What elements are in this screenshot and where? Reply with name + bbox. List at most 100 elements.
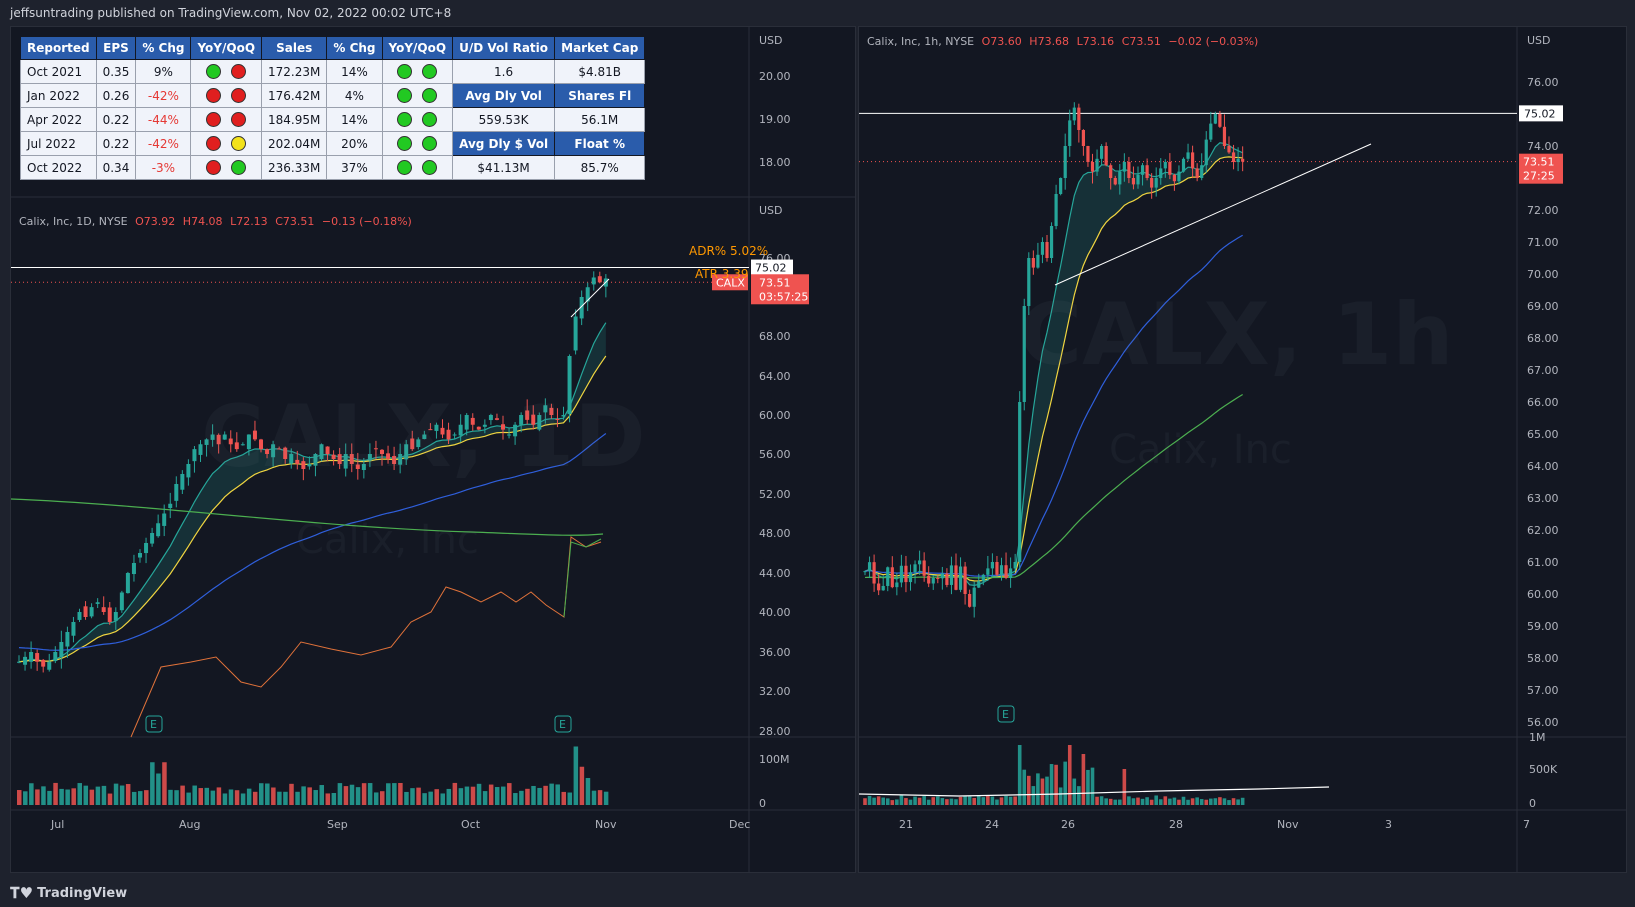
fundamentals-row: Oct 2021 0.35 9% 172.23M 14% 1.6 $4.81B: [20, 59, 646, 84]
left-volume-bar: [380, 791, 385, 805]
right-volume-bar: [1131, 798, 1136, 805]
left-volume-bar: [71, 788, 76, 805]
right-volume-bar: [876, 796, 881, 805]
right-volume-bar: [1186, 799, 1190, 805]
left-volume-bar: [452, 782, 458, 805]
fund-eps: 0.22: [95, 107, 137, 132]
red-status-dot-icon: [231, 64, 247, 79]
left-candle-body: [428, 429, 433, 431]
right-vol-tick: 500K: [1529, 763, 1558, 776]
right-volume-bar: [1108, 798, 1113, 805]
right-watermark: CALX, 1h: [1019, 285, 1454, 385]
right-candle-body: [968, 594, 972, 607]
right-volume-bar: [1199, 799, 1204, 805]
left-volume-bar: [259, 783, 264, 805]
right-volume-average-line: [859, 786, 1330, 797]
left-volume-bar: [222, 793, 228, 805]
fundamentals-row: Jul 2022 0.22 -42% 202.04M 20% Avg Dly $ Vol F…: [20, 131, 646, 156]
left-candle-body: [398, 454, 403, 465]
right-volume-bar: [1031, 786, 1036, 805]
tradingview-logo-text[interactable]: TradingView: [37, 885, 128, 901]
left-volume-bar: [144, 790, 149, 805]
left-candle-body: [476, 426, 481, 430]
left-candle-body: [579, 297, 584, 319]
yellow-status-dot-icon: [231, 136, 247, 151]
left-candle-body: [404, 444, 409, 460]
earnings-marker-letter: E: [559, 718, 566, 731]
left-volume-bar: [35, 789, 40, 805]
fund-eps-chg: -42%: [135, 83, 192, 108]
tradingview-logo-icon[interactable]: 𝐓♥: [10, 884, 34, 902]
right-volume-bar: [1204, 799, 1209, 805]
left-volume-bar: [501, 786, 506, 805]
right-candle-body: [1231, 152, 1236, 162]
right-chart-canvas[interactable]: USD 76.00 74.00 72.00 71.00 70.00 69.00 68.00 67…: [859, 27, 1626, 872]
right-candle-body: [1204, 139, 1208, 166]
right-chart-panel[interactable]: USD 76.00 74.00 72.00 71.00 70.00 69.00 68.00 67…: [858, 26, 1627, 873]
left-candle-body: [168, 503, 173, 509]
right-volume-bar: [913, 796, 917, 805]
right-candle-body: [927, 575, 931, 584]
left-volume-bar: [131, 791, 137, 805]
right-volume-bar: [1045, 776, 1049, 805]
left-volume-bar: [101, 785, 107, 805]
right-volume-bar: [1158, 799, 1163, 805]
right-candle-body: [936, 578, 940, 580]
fund-eps-chg: -42%: [135, 131, 192, 156]
right-candle-body: [1159, 168, 1163, 178]
left-candle-body: [113, 612, 118, 621]
left-volume-bar: [162, 762, 167, 805]
left-time-label: Jul: [50, 818, 64, 831]
right-volume-bar: [1022, 769, 1027, 805]
left-volume-bar: [59, 788, 64, 805]
fund-sales-dots: [381, 59, 454, 84]
right-volume-bar: [1127, 796, 1131, 805]
right-volume-bar: [1172, 797, 1177, 805]
right-candle-body: [972, 587, 976, 607]
right-volume-bar: [999, 797, 1004, 805]
left-candle-body: [392, 455, 397, 464]
left-candle-body: [373, 448, 378, 450]
right-time-label: 3: [1385, 818, 1392, 831]
left-candle-body: [567, 356, 572, 415]
right-candle-body: [1191, 152, 1195, 169]
right-volume-bar: [885, 798, 890, 805]
left-volume-bar: [283, 791, 288, 805]
left-candle-body: [162, 513, 167, 526]
right-volume-bar: [1072, 778, 1077, 805]
left-volume-bar: [180, 785, 185, 805]
right-volume-bar: [936, 796, 940, 805]
left-candle-body: [186, 464, 191, 478]
left-candle-body: [144, 543, 149, 554]
publisher-line: jeffsuntrading published on TradingView.…: [10, 6, 452, 20]
fund-key-stat-2: 56.1M: [554, 107, 646, 132]
left-chart-canvas[interactable]: USD20.0019.0018.00USD76.0068.0064.0060.0…: [11, 27, 855, 872]
right-candle-body: [863, 571, 867, 573]
right-volume-bar: [1013, 796, 1017, 805]
left-volume-bar: [23, 791, 28, 805]
left-currency: USD: [759, 204, 783, 217]
left-candle-body: [561, 415, 566, 417]
left-volume-bar: [585, 778, 591, 805]
right-volume-bar: [872, 797, 876, 805]
right-volume-bar: [940, 798, 945, 805]
left-volume-bar: [77, 783, 82, 805]
left-top-axis-tick: 20.00: [759, 70, 791, 83]
left-volume-bar: [289, 783, 294, 805]
left-candle-body: [271, 444, 276, 458]
right-volume-bar: [976, 795, 981, 805]
right-candle-body: [931, 578, 935, 584]
fund-sales-chg: 37%: [326, 155, 383, 180]
left-volume-bar: [488, 784, 494, 805]
fund-eps-chg: 9%: [135, 59, 192, 84]
right-candle-body: [963, 566, 967, 594]
left-low: L72.13: [230, 215, 268, 228]
right-volume-bar: [1086, 769, 1090, 805]
left-axis-tick: 68.00: [759, 330, 791, 343]
left-volume-bar: [337, 783, 343, 805]
right-candle-body: [1036, 254, 1040, 268]
left-volume-bar: [325, 793, 331, 805]
right-candle-body: [945, 573, 949, 585]
left-volume-bar: [349, 784, 355, 805]
right-candle-body: [1172, 174, 1176, 182]
